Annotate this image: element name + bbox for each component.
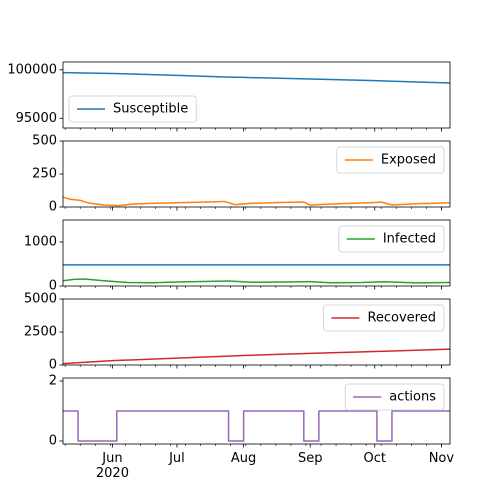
legend: Exposed: [336, 146, 445, 174]
panel-2: 0 250 500 Exposed: [32, 134, 451, 215]
legend-box: [336, 146, 445, 174]
legend-label: Susceptible: [113, 102, 188, 117]
x-tick-label: Jun: [101, 451, 122, 466]
x-tick-label: Aug: [231, 451, 256, 466]
x-tick-label: Jul: [168, 451, 185, 466]
y-tick-label: 0: [49, 358, 57, 373]
panel-1: 95000 100000 Susceptible: [7, 61, 451, 132]
series-line-actions: [63, 410, 450, 442]
legend-label: Infected: [383, 232, 436, 247]
legend-label: Recovered: [367, 311, 436, 326]
y-tick-label: 1000: [24, 235, 57, 250]
series-line-recovered: [63, 348, 450, 365]
legend: Infected: [338, 225, 445, 253]
axes-frame: [62, 219, 451, 287]
x-tick-label: Sep: [298, 451, 323, 466]
y-tick-label: 2: [49, 374, 57, 389]
legend-box: [68, 95, 197, 123]
x-tick-label: Nov: [429, 451, 455, 466]
legend-box: [323, 304, 445, 332]
legend-box: [344, 383, 445, 411]
axes-frame: [62, 377, 451, 445]
axes-frame: [62, 61, 451, 129]
y-tick-label: 500: [32, 134, 57, 149]
legend: actions: [344, 383, 445, 411]
series-line-infected: [63, 278, 450, 284]
panel-3: 0 1000 Infected: [24, 219, 451, 294]
y-tick-label: 100000: [7, 62, 57, 77]
legend-label: actions: [389, 390, 436, 405]
y-tick-label: 2500: [24, 325, 57, 340]
y-tick-label: 0: [49, 434, 57, 449]
legend: Recovered: [323, 304, 445, 332]
y-tick-label: 5000: [24, 292, 57, 307]
y-tick-label: 0: [49, 279, 57, 294]
y-tick-label: 0: [49, 200, 57, 215]
legend-box: [338, 225, 445, 253]
panel-4: 0 2500 5000 Recovered: [24, 292, 451, 373]
legend: Susceptible: [68, 95, 197, 123]
series-line-exposed: [63, 196, 450, 207]
legend-label: Exposed: [381, 153, 436, 168]
y-tick-label: 250: [32, 167, 57, 182]
x-tick-label: Oct: [364, 451, 386, 466]
series-line-susceptible: [63, 71, 450, 84]
x-tick-sublabel: 2020: [96, 466, 129, 481]
y-tick-label: 95000: [16, 111, 57, 126]
